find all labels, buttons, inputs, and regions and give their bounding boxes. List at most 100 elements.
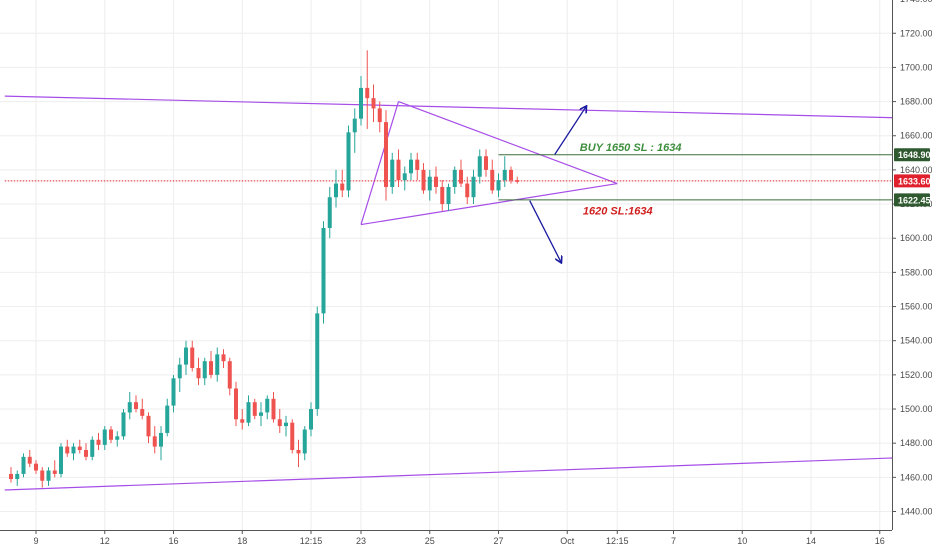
trend-line-triangle-top[interactable] bbox=[398, 101, 618, 185]
candle[interactable] bbox=[102, 426, 107, 451]
candle[interactable] bbox=[321, 221, 326, 324]
candle[interactable] bbox=[327, 186, 332, 239]
candle[interactable] bbox=[146, 412, 151, 444]
candle[interactable] bbox=[15, 470, 20, 486]
trend-line-triangle-left[interactable] bbox=[360, 101, 400, 225]
candle-body bbox=[209, 361, 213, 375]
candle[interactable] bbox=[165, 398, 170, 437]
candle[interactable] bbox=[177, 357, 182, 392]
candle[interactable] bbox=[452, 166, 457, 194]
candle[interactable] bbox=[359, 75, 363, 126]
candle[interactable] bbox=[115, 431, 120, 447]
candle-body bbox=[190, 347, 195, 369]
candle[interactable] bbox=[152, 426, 157, 454]
candle[interactable] bbox=[371, 84, 376, 123]
candle[interactable] bbox=[59, 443, 63, 478]
candle[interactable] bbox=[340, 169, 345, 198]
candle[interactable] bbox=[409, 152, 413, 181]
candle[interactable] bbox=[52, 460, 57, 478]
candle[interactable] bbox=[9, 467, 13, 483]
candle[interactable] bbox=[21, 453, 26, 478]
candle[interactable] bbox=[46, 467, 51, 486]
candle[interactable] bbox=[202, 357, 207, 386]
candle[interactable] bbox=[296, 439, 301, 468]
candle[interactable] bbox=[396, 149, 401, 187]
candle[interactable] bbox=[440, 180, 445, 211]
candle[interactable] bbox=[221, 349, 226, 369]
candle[interactable] bbox=[496, 173, 501, 198]
candle[interactable] bbox=[415, 152, 420, 181]
candle[interactable] bbox=[459, 159, 463, 187]
candle[interactable] bbox=[109, 426, 113, 444]
annotation-sell-note[interactable]: 1620 SL:1634 bbox=[583, 205, 653, 217]
candle[interactable] bbox=[421, 163, 426, 194]
candle[interactable] bbox=[384, 110, 388, 201]
plot-area[interactable] bbox=[0, 0, 892, 530]
candle[interactable] bbox=[34, 460, 38, 474]
candle[interactable] bbox=[277, 409, 282, 433]
candle[interactable] bbox=[352, 108, 357, 153]
trend-line-triangle-bottom[interactable] bbox=[360, 182, 618, 226]
candle[interactable] bbox=[484, 149, 488, 177]
candle[interactable] bbox=[246, 395, 251, 427]
candle[interactable] bbox=[134, 395, 138, 413]
candle[interactable] bbox=[390, 152, 395, 194]
annotation-buy-note[interactable]: BUY 1650 SL : 1634 bbox=[580, 142, 682, 154]
candle[interactable] bbox=[77, 439, 82, 454]
y-tick-label: 1700.00 bbox=[900, 62, 932, 72]
trend-line-upper-channel[interactable] bbox=[4, 95, 905, 119]
candle[interactable] bbox=[240, 409, 245, 430]
candle[interactable] bbox=[509, 166, 513, 184]
candle[interactable] bbox=[140, 398, 145, 420]
candle[interactable] bbox=[271, 391, 276, 423]
y-tick-label: 1440.00 bbox=[900, 507, 932, 517]
candle[interactable] bbox=[227, 357, 232, 396]
candle[interactable] bbox=[515, 176, 520, 184]
candle[interactable] bbox=[377, 101, 382, 133]
candle[interactable] bbox=[127, 391, 132, 420]
candle[interactable] bbox=[309, 402, 313, 437]
up-arrow[interactable] bbox=[554, 107, 586, 155]
candle[interactable] bbox=[302, 426, 307, 461]
candle[interactable] bbox=[190, 340, 195, 372]
candle[interactable] bbox=[65, 439, 70, 457]
candle-body bbox=[127, 402, 132, 413]
candle[interactable] bbox=[265, 395, 270, 420]
candle[interactable] bbox=[209, 350, 213, 379]
candle[interactable] bbox=[334, 169, 338, 208]
trend-line-lower-channel[interactable] bbox=[4, 456, 905, 491]
candle[interactable] bbox=[121, 409, 126, 440]
candle[interactable] bbox=[159, 426, 163, 461]
candle[interactable] bbox=[184, 340, 188, 375]
candle[interactable] bbox=[71, 443, 76, 461]
candle[interactable] bbox=[502, 156, 507, 187]
candle[interactable] bbox=[477, 149, 482, 184]
candle[interactable] bbox=[259, 402, 263, 427]
candle[interactable] bbox=[284, 415, 288, 437]
candle[interactable] bbox=[215, 347, 220, 382]
candle[interactable] bbox=[27, 450, 32, 468]
candle[interactable] bbox=[234, 381, 238, 427]
candle[interactable] bbox=[446, 183, 451, 211]
candle[interactable] bbox=[471, 169, 476, 205]
candle[interactable] bbox=[490, 159, 495, 194]
candle[interactable] bbox=[427, 169, 432, 201]
candle[interactable] bbox=[402, 166, 407, 191]
candle-body bbox=[315, 313, 320, 410]
candle[interactable] bbox=[252, 398, 257, 420]
candle[interactable] bbox=[90, 436, 95, 461]
candle[interactable] bbox=[96, 432, 101, 451]
candle[interactable] bbox=[434, 166, 438, 194]
down-arrow[interactable] bbox=[529, 200, 561, 262]
candle[interactable] bbox=[315, 306, 320, 416]
candle[interactable] bbox=[196, 357, 201, 386]
candle[interactable] bbox=[84, 443, 88, 461]
candle[interactable] bbox=[40, 467, 45, 488]
candle[interactable] bbox=[346, 125, 351, 198]
candle[interactable] bbox=[365, 50, 370, 129]
candle[interactable] bbox=[465, 176, 470, 205]
candle[interactable] bbox=[171, 374, 176, 413]
candle[interactable] bbox=[290, 419, 295, 454]
